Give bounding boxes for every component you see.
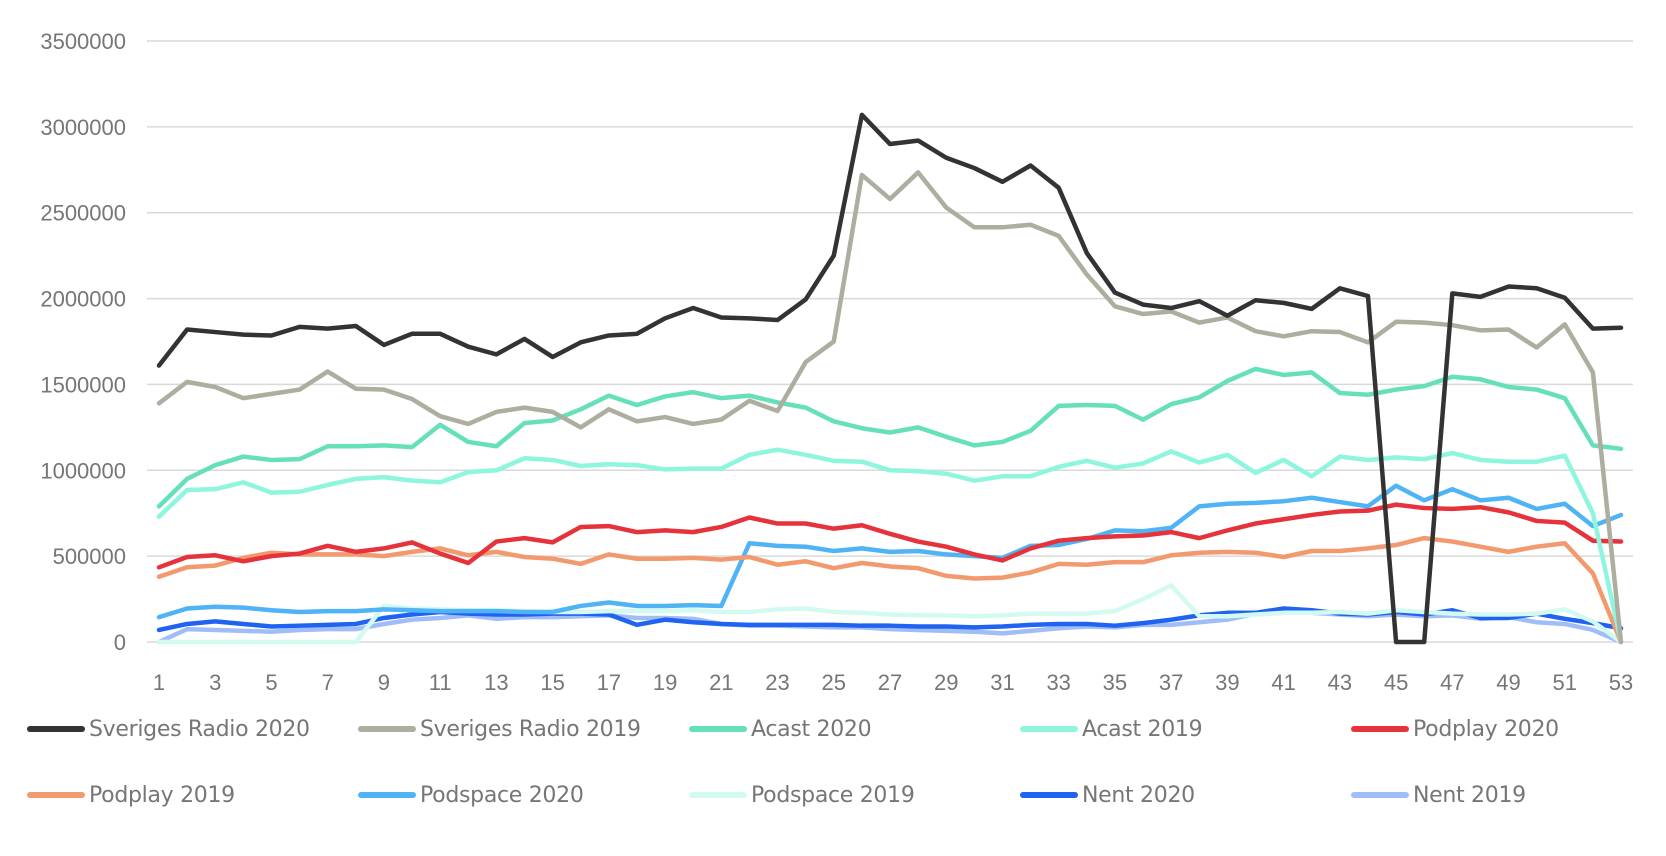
- y-tick-label: 500000: [53, 544, 126, 569]
- x-tick-label: 37: [1159, 670, 1183, 695]
- x-tick-label: 25: [822, 670, 846, 695]
- x-tick-label: 19: [653, 670, 677, 695]
- x-tick-label: 47: [1440, 670, 1464, 695]
- series-line-podplay-2019: [156, 535, 1624, 645]
- x-tick-label: 5: [265, 670, 277, 695]
- y-tick-label: 0: [114, 630, 126, 655]
- y-tick-label: 3000000: [40, 115, 126, 140]
- y-tick-label: 2000000: [40, 287, 126, 312]
- x-tick-label: 49: [1496, 670, 1520, 695]
- x-tick-label: 51: [1553, 670, 1577, 695]
- x-tick-label: 7: [322, 670, 334, 695]
- x-tick-label: 43: [1328, 670, 1352, 695]
- x-tick-label: 45: [1384, 670, 1408, 695]
- series-lines: [156, 112, 1624, 645]
- y-tick-label: 1500000: [40, 372, 126, 397]
- series-line-podplay-2020: [156, 502, 1624, 570]
- x-tick-label: 3: [209, 670, 221, 695]
- x-tick-label: 11: [429, 670, 452, 695]
- x-tick-label: 31: [990, 670, 1014, 695]
- x-tick-label: 23: [765, 670, 789, 695]
- x-tick-label: 41: [1271, 670, 1295, 695]
- x-tick-label: 35: [1103, 670, 1127, 695]
- x-tick-label: 17: [597, 670, 621, 695]
- x-tick-label: 21: [709, 670, 733, 695]
- y-tick-label: 1000000: [40, 458, 126, 483]
- y-tick-label: 2500000: [40, 201, 126, 226]
- x-axis-tick-labels: 1 3 5 7 9 11 13 15 17 19 21 23 25 27 29 31 33 35 37 39 41 43 4…: [153, 670, 1633, 695]
- x-tick-label: 27: [878, 670, 902, 695]
- y-tick-label: 3500000: [40, 29, 126, 54]
- series-line-acast-2019: [156, 447, 1624, 645]
- x-tick-label: 53: [1609, 670, 1633, 695]
- y-axis-tick-labels: 0 500000 1000000 1500000 2000000 2500000 30000…: [40, 29, 126, 655]
- x-tick-label: 1: [153, 670, 165, 695]
- series-line-podspace-2020: [156, 483, 1624, 620]
- series-line-sveriges-radio-2019: [156, 170, 1624, 645]
- x-tick-label: 33: [1046, 670, 1070, 695]
- series-line-podspace-2019: [156, 583, 1624, 645]
- x-tick-label: 29: [934, 670, 958, 695]
- x-tick-label: 13: [484, 670, 508, 695]
- x-tick-label: 39: [1215, 670, 1239, 695]
- x-tick-label: 9: [378, 670, 390, 695]
- series-line-sveriges-radio-2020: [156, 112, 1624, 645]
- x-tick-label: 15: [540, 670, 564, 695]
